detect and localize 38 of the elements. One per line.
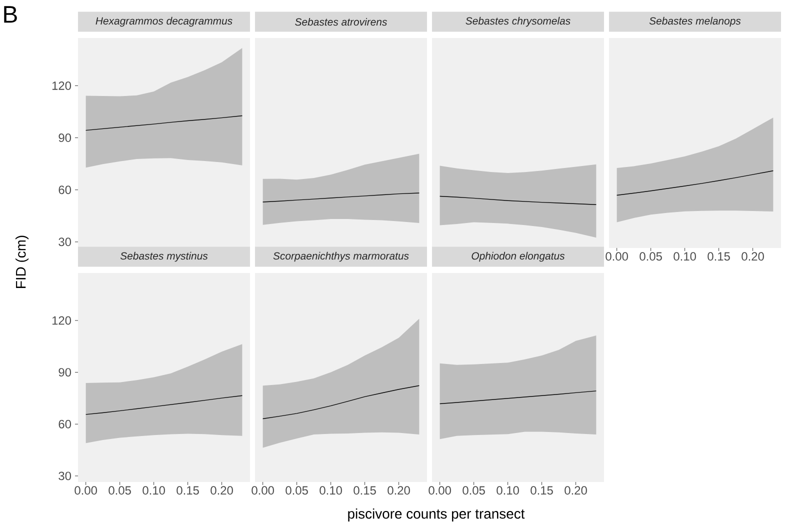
y-tick-label: 120 [52, 316, 72, 325]
chart-title: Scorpaenichthys marmoratus [273, 252, 409, 262]
x-tick-label: 0.20 [388, 486, 410, 495]
chart-title: Sebastes atrovirens [295, 18, 387, 26]
y-tick-label: 90 [58, 368, 72, 377]
y-axis-title: FID (cm) [16, 236, 29, 288]
y-tick-label: 120 [52, 81, 72, 90]
x-tick-label: 0.05 [640, 252, 662, 261]
y-tick-label: 30 [58, 238, 72, 246]
x-tick-label: 0.00 [428, 486, 451, 495]
text: B [4, 6, 17, 23]
y-tick-label: 90 [58, 134, 72, 142]
x-tick-label: 0.05 [108, 486, 131, 495]
x-tick-label: 0.05 [462, 486, 485, 495]
x-axis-title: piscivore counts per transect [348, 508, 525, 522]
x-tick-label: 0.00 [74, 486, 97, 495]
x-tick-label: 0.10 [674, 252, 696, 261]
y-tick-label: 60 [58, 186, 72, 194]
chart-title: Ophiodon elongatus [472, 252, 565, 262]
chart-title: Sebastes chrysomelas [466, 16, 570, 27]
x-tick-label: 0.20 [564, 486, 587, 495]
x-tick-label: 0.20 [742, 252, 764, 261]
x-tick-label: 0.00 [606, 252, 628, 261]
x-tick-label: 0.10 [320, 486, 342, 495]
x-tick-label: 0.05 [286, 486, 308, 495]
x-tick-label: 0.10 [142, 486, 165, 495]
y-tick-label: 60 [58, 420, 72, 428]
x-tick-label: 0.15 [354, 486, 376, 495]
chart-title: Sebastes mystinus [120, 252, 208, 262]
chart-title: Hexagrammos decagrammus [96, 16, 232, 27]
chart-title: Sebastes melanops [649, 16, 741, 27]
x-tick-label: 0.15 [708, 252, 730, 261]
x-tick-label: 0.00 [252, 486, 274, 495]
y-tick-label: 30 [58, 472, 72, 480]
x-tick-label: 0.15 [176, 486, 199, 495]
x-tick-label: 0.20 [210, 486, 233, 495]
x-tick-label: 0.10 [496, 486, 519, 495]
x-tick-label: 0.15 [530, 486, 553, 495]
